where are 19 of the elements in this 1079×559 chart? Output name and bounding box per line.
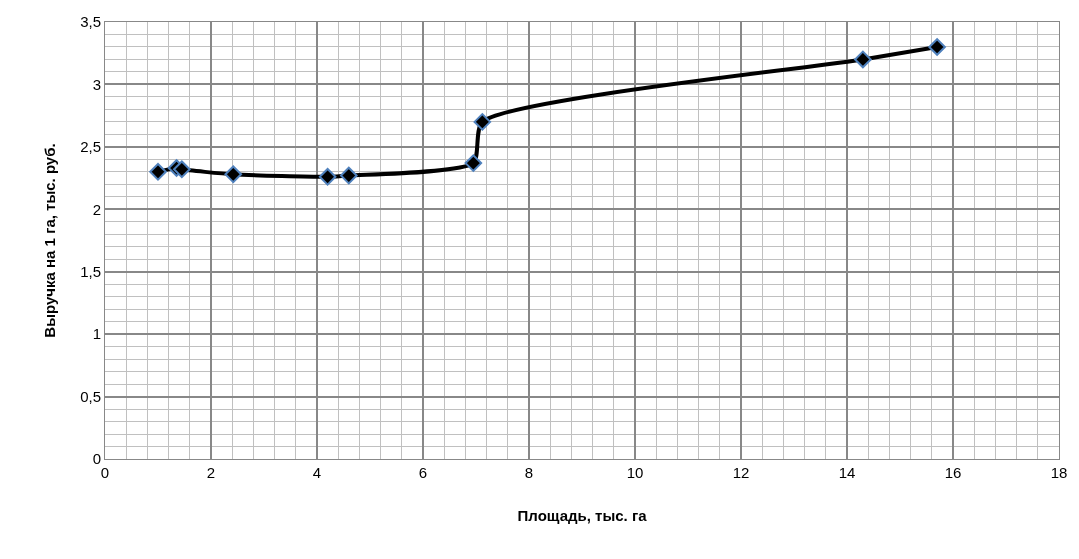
x-tick-label: 18 [1050,464,1068,481]
y-tick-label: 1,5 [80,262,101,280]
y-axis-title: Выручка на 1 га, тыс. руб. [41,143,59,338]
y-tick-label: 2,5 [80,138,101,156]
x-tick-label: 4 [312,464,322,481]
x-tick-label: 6 [418,464,428,481]
y-tick-label: 3,5 [80,13,101,31]
y-tick-label: 0 [92,450,101,468]
x-tick-label: 14 [838,464,856,481]
x-tick-label: 2 [206,464,216,481]
x-tick-label: 8 [524,464,534,481]
x-tick-label: 16 [944,464,962,481]
x-tick-label: 12 [732,464,750,481]
x-axis-title: Площадь, тыс. га [517,507,648,524]
y-tick-label: 1 [92,325,101,343]
y-tick-label: 2 [92,200,101,218]
y-tick-label: 3 [92,75,101,93]
y-tick-label: 0,5 [80,387,101,405]
x-tick-label: 10 [626,464,644,481]
